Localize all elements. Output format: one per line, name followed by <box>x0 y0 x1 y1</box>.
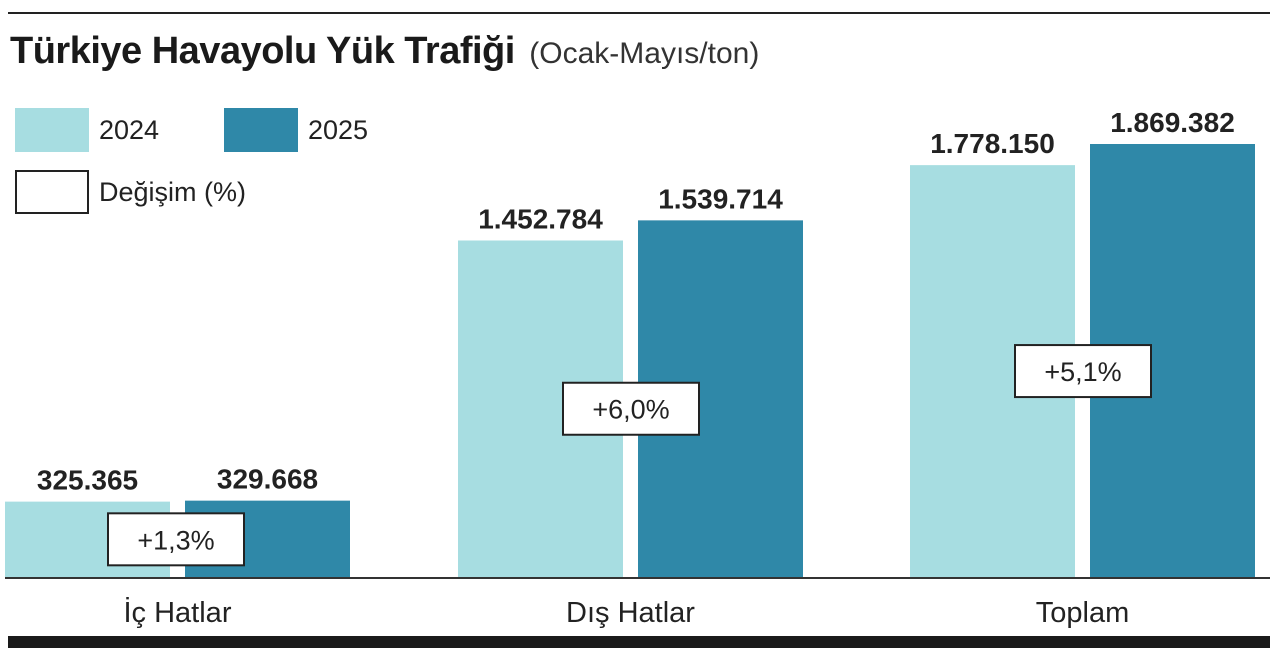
x-tick-label-0: İç Hatlar <box>124 596 232 629</box>
change-label-2: +5,1% <box>1044 357 1121 387</box>
legend-label-2024: 2024 <box>99 114 160 145</box>
data-label-2024-0: 325.365 <box>37 465 138 496</box>
change-box-1 <box>562 381 700 436</box>
change-box-0 <box>107 512 245 567</box>
data-label-2024-1: 1.452.784 <box>478 203 603 234</box>
chart-title: Türkiye Havayolu Yük Trafiği <box>10 30 515 72</box>
change-box-2 <box>1014 344 1152 399</box>
legend-item-2024: 2024 <box>15 108 159 152</box>
legend-item-2025: 2025 <box>224 108 368 152</box>
data-label-2024-2: 1.778.150 <box>930 128 1055 159</box>
chart-subtitle: (Ocak-Mayıs/ton) <box>529 37 760 70</box>
data-label-2025-1: 1.539.714 <box>658 183 783 214</box>
legend-swatch-2025 <box>224 108 298 152</box>
top-rule <box>8 12 1270 14</box>
chart-heading: Türkiye Havayolu Yük Trafiği (Ocak-Mayıs… <box>10 30 759 73</box>
x-tick-label-1: Dış Hatlar <box>566 597 695 629</box>
data-label-2025-2: 1.869.382 <box>1110 107 1235 138</box>
legend-swatch-change <box>15 170 89 214</box>
legend-item-change: Değişim (%) <box>15 170 246 214</box>
change-label-0: +1,3% <box>137 525 214 555</box>
legend-label-change: Değişim (%) <box>99 176 247 207</box>
change-label-1: +6,0% <box>592 395 669 425</box>
legend-swatch-2024 <box>15 108 89 152</box>
bottom-rule <box>8 636 1270 648</box>
data-label-2025-0: 329.668 <box>217 464 318 495</box>
legend-label-2025: 2025 <box>308 114 369 145</box>
x-tick-label-2: Toplam <box>1036 597 1130 629</box>
